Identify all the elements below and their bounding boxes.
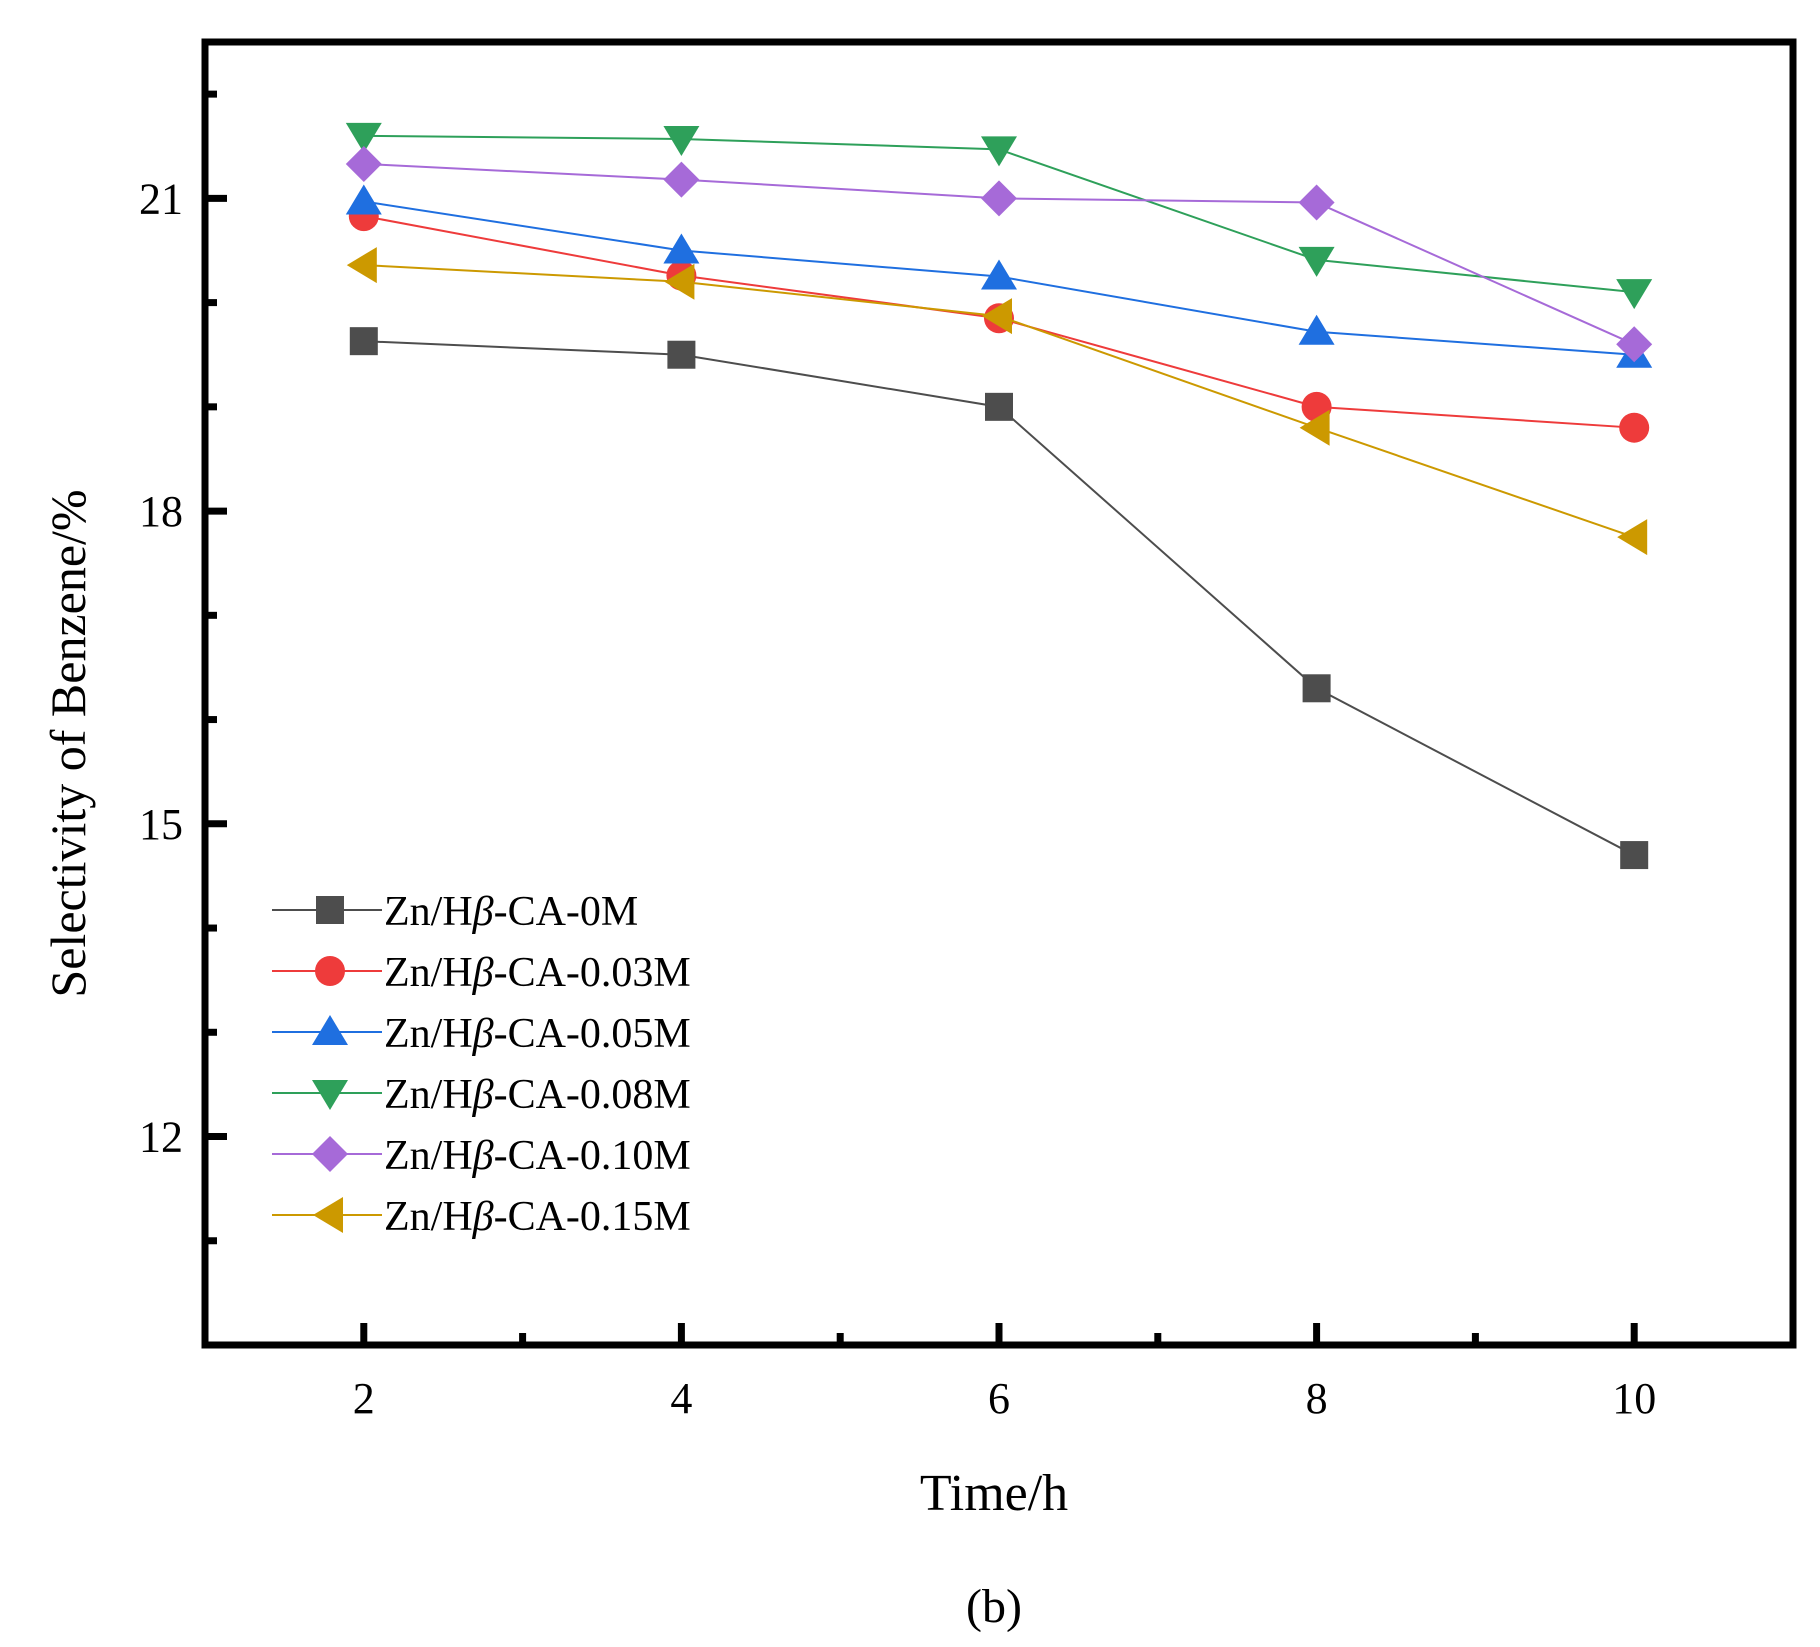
data-point xyxy=(663,233,700,264)
legend-label: Zn/Hβ-CA-0.05M xyxy=(384,1011,691,1057)
legend-label: Zn/Hβ-CA-0.10M xyxy=(384,1133,691,1179)
series-layer xyxy=(345,122,1653,870)
figure-caption: (b) xyxy=(966,1580,1022,1633)
legend-label: Zn/Hβ-CA-0.15M xyxy=(384,1194,691,1240)
legend-marker xyxy=(312,1080,348,1110)
data-point xyxy=(981,136,1017,167)
x-tick-label: 8 xyxy=(1306,1374,1328,1423)
legend-marker xyxy=(312,1015,348,1045)
data-point xyxy=(1299,409,1330,446)
plot-frame xyxy=(201,38,1797,1349)
data-point xyxy=(345,184,382,215)
data-point xyxy=(345,145,382,182)
y-tick-label: 21 xyxy=(139,174,183,223)
legend-item: Zn/Hβ-CA-0.05M xyxy=(272,1011,691,1057)
legend-item: Zn/Hβ-CA-0.15M xyxy=(272,1194,691,1240)
legend-label: Zn/Hβ-CA-0.03M xyxy=(384,950,691,996)
x-tick-label: 10 xyxy=(1612,1374,1656,1423)
legend: Zn/Hβ-CA-0M Zn/Hβ-CA-0.03M Zn/Hβ-CA-0.05M Z… xyxy=(272,889,691,1240)
data-point xyxy=(664,263,695,300)
data-point xyxy=(349,327,378,356)
y-tick-label: 18 xyxy=(139,487,183,536)
series-5 xyxy=(346,247,1648,556)
data-point xyxy=(667,340,696,369)
legend-item: Zn/Hβ-CA-0.08M xyxy=(272,1072,691,1118)
data-point xyxy=(346,247,377,284)
data-point xyxy=(981,259,1017,290)
data-point xyxy=(345,122,382,153)
data-point xyxy=(1616,279,1653,310)
series-3 xyxy=(345,122,1653,310)
x-tick-label: 6 xyxy=(988,1374,1010,1423)
data-point xyxy=(981,180,1017,217)
x-tick-label: 4 xyxy=(670,1374,692,1423)
data-point xyxy=(663,125,700,156)
series-4 xyxy=(345,145,1653,363)
legend-label: Zn/Hβ-CA-0.08M xyxy=(384,1072,691,1118)
legend-marker xyxy=(316,896,344,924)
data-point xyxy=(1620,841,1649,870)
data-point xyxy=(985,392,1013,421)
legend-marker xyxy=(312,1136,348,1172)
data-point xyxy=(1298,314,1335,345)
data-point xyxy=(1617,519,1648,556)
data-point xyxy=(1298,246,1335,277)
axes-layer: 2 4 6 8 10 12 15 18 21 xyxy=(139,90,1656,1423)
x-tick-label: 2 xyxy=(353,1374,375,1423)
legend-item: Zn/Hβ-CA-0.10M xyxy=(272,1133,691,1179)
data-point xyxy=(1619,412,1650,443)
data-point xyxy=(1302,674,1331,703)
y-axis-title: Selectivity of Benzene/% xyxy=(40,489,96,997)
legend-item: Zn/Hβ-CA-0M xyxy=(272,889,638,935)
data-point xyxy=(663,161,700,198)
data-point xyxy=(1298,184,1335,221)
legend-item: Zn/Hβ-CA-0.03M xyxy=(272,950,691,996)
series-0 xyxy=(349,327,1649,870)
data-point xyxy=(1616,326,1653,363)
x-axis-title: Time/h xyxy=(920,1465,1068,1522)
legend-label: Zn/Hβ-CA-0M xyxy=(384,889,638,935)
data-point xyxy=(982,298,1012,335)
y-tick-label: 12 xyxy=(139,1113,183,1162)
y-tick-label: 15 xyxy=(139,800,183,849)
legend-marker xyxy=(313,1197,343,1233)
legend-marker xyxy=(315,956,345,986)
